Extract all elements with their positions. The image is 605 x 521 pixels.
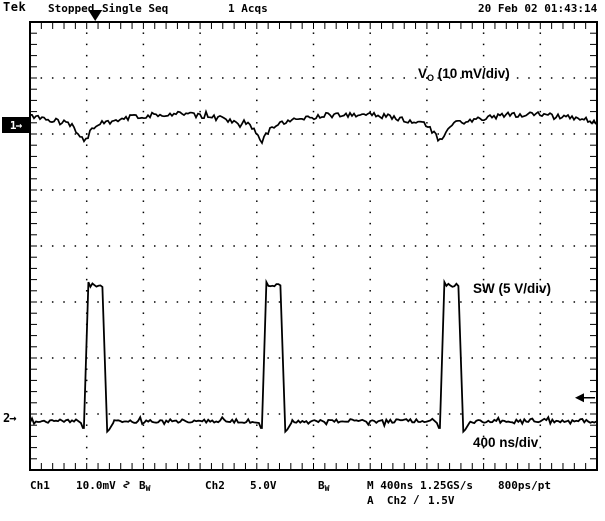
ch1-trace-label: VO (10 mV/div) bbox=[418, 66, 510, 86]
ch2-marker-number: 2 bbox=[3, 411, 10, 425]
timebase-readout: M 400ns 1.25GS/s bbox=[367, 479, 473, 492]
ch1-label-main: V bbox=[418, 66, 428, 81]
ch1-label-subscript: O bbox=[427, 73, 435, 83]
trigger-source-readout: A Ch2 bbox=[367, 494, 407, 507]
ch2-bandwidth-badge: BW bbox=[318, 479, 330, 493]
ch2-position-marker: 2→ bbox=[3, 411, 17, 425]
ch1-bandwidth-badge: BW bbox=[139, 479, 151, 493]
ch1-label-rest: (10 mV/div) bbox=[434, 66, 510, 81]
ch2-trace-label: SW (5 V/div) bbox=[473, 281, 552, 296]
trigger-level-readout: 1.5V bbox=[428, 494, 455, 507]
trigger-slope-icon: ∕ bbox=[413, 493, 420, 506]
acquisition-status: Stopped bbox=[48, 2, 95, 15]
acquisition-mode: Single Seq bbox=[102, 2, 169, 15]
trigger-position-marker-icon bbox=[88, 10, 103, 21]
ch1-coupling-icon: ∿ bbox=[120, 479, 134, 490]
ch1-readout-scale: 10.0mV bbox=[76, 479, 116, 492]
ch1-marker-arrow-icon: → bbox=[15, 118, 23, 132]
acquisition-count: 1 Acqs bbox=[228, 2, 268, 15]
resolution-readout: 800ps/pt bbox=[498, 479, 551, 492]
ch1-readout-name: Ch1 bbox=[30, 479, 50, 492]
ch2-readout-name: Ch2 bbox=[205, 479, 225, 492]
ch2-marker-arrow-icon: → bbox=[9, 411, 16, 425]
brand-logo: Tek bbox=[3, 0, 27, 14]
datetime: 20 Feb 02 01:43:14 bbox=[478, 2, 598, 15]
ch2-readout-scale: 5.0V bbox=[250, 479, 277, 492]
ch1-position-marker: 1 → bbox=[2, 117, 29, 133]
ch1-marker-number: 1 bbox=[9, 118, 17, 132]
timebase-label: 400 ns/div bbox=[473, 435, 539, 450]
